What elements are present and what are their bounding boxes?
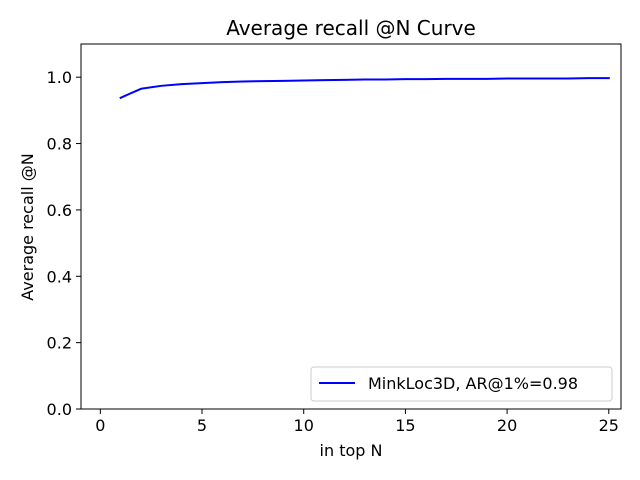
legend: MinkLoc3D, AR@1%=0.98	[310, 366, 613, 402]
x-tick-label: 0	[95, 416, 105, 435]
x-tick-label: 20	[497, 416, 517, 435]
y-tick-label: 0.4	[47, 267, 72, 286]
x-tick-label: 10	[294, 416, 314, 435]
y-axis-label: Average recall @N	[18, 153, 37, 300]
series-line	[119, 77, 610, 100]
plot-area	[80, 43, 622, 410]
y-tick-label: 0.6	[47, 201, 72, 220]
series-layer	[119, 77, 610, 100]
x-axis-label: in top N	[320, 441, 383, 460]
y-tick-label: 0.2	[47, 334, 72, 353]
legend-frame	[310, 366, 613, 402]
plot-frame	[80, 43, 622, 410]
x-tick-label: 15	[395, 416, 415, 435]
x-tick-label: 5	[197, 416, 207, 435]
legend-label: MinkLoc3D, AR@1%=0.98	[368, 374, 578, 393]
y-tick-label: 1.0	[47, 68, 72, 87]
x-axis-ticks: 0 5 10 15 20 25	[95, 409, 619, 435]
y-axis-ticks: 0.0 0.2 0.4 0.6 0.8 1.0	[47, 68, 81, 419]
x-tick-label: 25	[599, 416, 619, 435]
y-tick-label: 0.0	[47, 400, 72, 419]
y-tick-label: 0.8	[47, 135, 72, 154]
chart-title: Average recall @N Curve	[226, 16, 476, 40]
